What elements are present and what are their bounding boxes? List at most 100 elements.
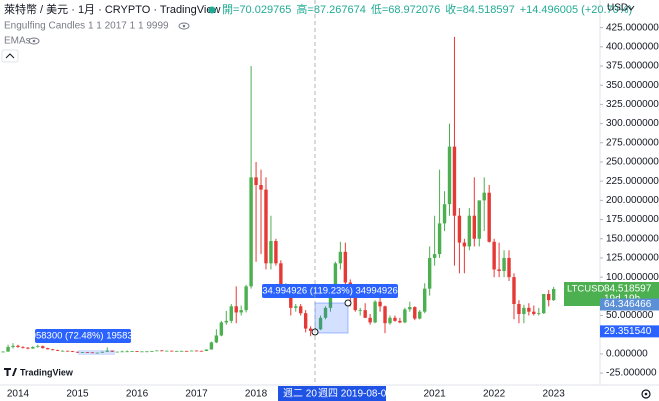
candle-body <box>41 346 45 349</box>
ohlc-value: 收=84.518597 <box>445 2 514 16</box>
candle-body <box>532 311 536 314</box>
candle-body <box>373 301 377 323</box>
candle-body <box>199 350 204 352</box>
candle-body <box>462 242 467 247</box>
measure-handle[interactable] <box>344 299 352 307</box>
x-tick-label: 2014 <box>7 389 30 400</box>
measure-label-box <box>35 329 131 343</box>
settings-icon[interactable] <box>641 389 651 399</box>
candle-body <box>328 296 333 308</box>
candle-body <box>125 351 129 353</box>
candle-body <box>507 257 511 278</box>
candle-body <box>179 350 184 352</box>
candle-body <box>95 352 100 354</box>
candle-body <box>289 288 293 308</box>
candle-body <box>224 320 228 323</box>
candle-body <box>413 307 417 319</box>
y-tick-label: 0.000000 <box>606 349 648 360</box>
candle-body <box>547 294 551 301</box>
candle-body <box>6 346 10 352</box>
candle-body <box>105 350 109 352</box>
candle-body <box>368 317 372 323</box>
logo[interactable]: TradingView <box>20 367 74 377</box>
x-tick-label: 2022 <box>483 389 506 400</box>
candle-body <box>388 317 392 324</box>
collapse-icon <box>5 53 15 59</box>
candle-body <box>120 351 124 353</box>
eye-icon[interactable] <box>28 37 40 45</box>
candle-body <box>229 306 233 321</box>
candle-body <box>432 254 437 258</box>
candle-body <box>189 350 194 352</box>
candle-body <box>323 307 328 318</box>
y-tick-label: 175.000000 <box>606 214 659 225</box>
candle-body <box>338 251 343 264</box>
x-tick-label: 2018 <box>245 389 268 400</box>
candle-body <box>353 296 357 311</box>
y-tick-label: -25.000000 <box>606 368 657 379</box>
y-tick-label: 400.000000 <box>606 41 659 52</box>
logo-icon <box>4 368 17 376</box>
price-tag <box>600 325 659 338</box>
candle-body <box>249 177 253 287</box>
candle-body <box>31 346 35 349</box>
plot <box>1 36 556 354</box>
candle-body <box>537 313 541 315</box>
symbol-title: 萊特幣 / 美元 · 1月 · CRYPTO · TradingView <box>4 2 220 16</box>
candle-body <box>21 346 25 348</box>
candle-body <box>46 348 50 350</box>
ohlc-value: 開=70.029765 <box>222 3 291 16</box>
candle-body <box>542 294 546 314</box>
price-tag-value: 29.351540 <box>604 326 652 337</box>
candle-body <box>447 146 452 205</box>
y-tick-label: 375.000000 <box>606 61 659 72</box>
crosshair-left: 週二 20 <box>283 388 317 400</box>
y-tick-label: 350.000000 <box>606 80 659 91</box>
ohlc-value: 高=87.267674 <box>296 2 365 16</box>
candle-body <box>239 310 243 313</box>
collapse-button[interactable] <box>1 49 19 63</box>
candle-body <box>383 306 387 324</box>
candle-body <box>135 351 139 353</box>
candle-body <box>358 310 362 311</box>
candle-body <box>303 313 308 329</box>
x-tick-label: 2023 <box>543 389 566 400</box>
candle-body <box>1 351 5 353</box>
candle-body <box>403 309 407 323</box>
candle-body <box>269 241 273 264</box>
candle-body <box>194 350 199 352</box>
candle-body <box>551 289 556 301</box>
currency-caret <box>627 5 635 11</box>
candle-body <box>115 351 119 353</box>
candle-body <box>100 351 104 353</box>
candle-body <box>214 335 219 343</box>
candle-body <box>26 347 30 349</box>
crosshair-date: 週四 2019-08-01 <box>318 388 392 400</box>
crosshair-date-box <box>278 386 386 401</box>
candle-body <box>502 257 506 271</box>
candle-body <box>11 345 15 347</box>
candle-body <box>264 189 268 264</box>
measure-label: 1.958300 (72.48%) 1958300 <box>23 331 143 342</box>
candle-body <box>204 349 209 351</box>
eye-icon[interactable] <box>178 22 190 30</box>
candle-body <box>308 328 313 331</box>
candle-body <box>487 192 491 242</box>
candle-body <box>522 307 526 314</box>
candle-body <box>209 342 214 350</box>
ohlc-value: 低=68.972076 <box>371 3 440 16</box>
candle-body <box>279 263 283 293</box>
candle-body <box>244 286 248 311</box>
candle-body <box>497 269 501 271</box>
candle-body <box>378 301 382 307</box>
y-tick-label: 100.000000 <box>606 272 659 283</box>
price-tag-value: 64.346466 <box>604 299 652 310</box>
x-tick-label: 2021 <box>423 389 446 400</box>
candle-body <box>60 350 65 352</box>
candle-body <box>65 350 70 352</box>
candle-body <box>259 185 263 190</box>
candle-body <box>442 204 447 224</box>
candle-body <box>55 350 60 351</box>
price-tag-symbol: LTCUSD <box>567 284 604 295</box>
currency[interactable]: USD <box>607 3 628 14</box>
